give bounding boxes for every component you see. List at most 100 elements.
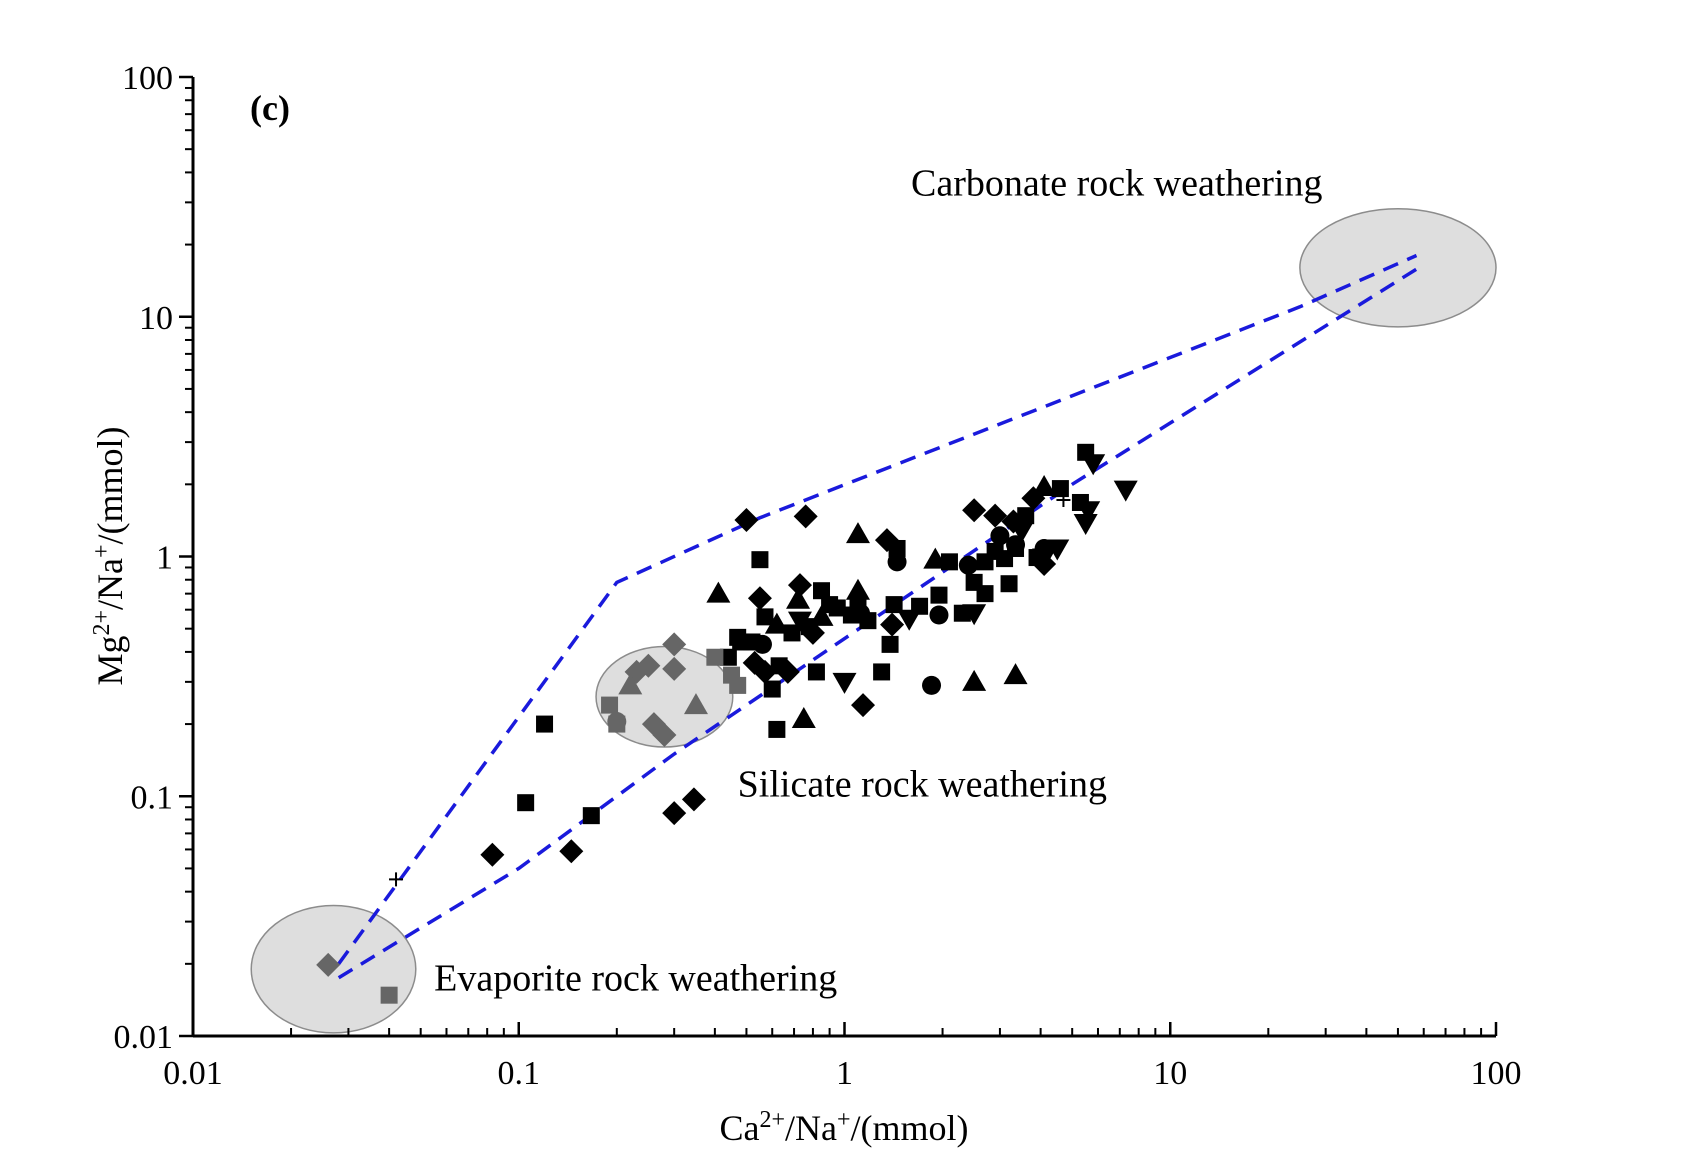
data-point-square: [763, 680, 781, 698]
data-point-triangle-up: [764, 612, 789, 634]
data-point-square: [719, 648, 737, 666]
data-point-circle: [990, 526, 1010, 546]
region-label: Silicate rock weathering: [738, 763, 1107, 805]
data-point-triangle-up: [706, 581, 731, 603]
data-point-diamond: [316, 952, 341, 977]
data-point-triangle-up: [962, 669, 987, 691]
data-point-circle: [887, 552, 907, 572]
y-axis-title: Mg2+/Na+/(mmol): [89, 426, 130, 685]
data-point-square: [1000, 575, 1018, 593]
x-tick-label: 100: [1471, 1055, 1522, 1092]
labels: (c) Ca2+/Na+/(mmol) Mg2+/Na+/(mmol) Carb…: [89, 88, 1322, 1148]
data-point-square: [380, 986, 398, 1004]
x-axis-title-sup1: 2+: [759, 1107, 785, 1133]
x-tick-label: 1: [836, 1055, 853, 1092]
data-point-diamond: [874, 528, 899, 553]
data-point-square: [768, 720, 786, 738]
data-point-square: [807, 663, 825, 681]
data-point-square: [783, 624, 801, 642]
data-point-plus: [1056, 493, 1071, 508]
data-point-diamond: [880, 612, 905, 637]
data-point-triangle-down: [787, 611, 812, 633]
data-point-diamond: [1032, 552, 1057, 577]
data-point-diamond: [734, 507, 759, 532]
data-point-diamond: [1001, 509, 1026, 534]
x-axis-title-mid: /Na: [785, 1108, 837, 1148]
data-point-diamond: [636, 653, 661, 678]
data-point-diamond: [662, 656, 687, 681]
data-point-triangle-down: [1081, 454, 1106, 476]
data-point-triangle-up: [791, 706, 816, 728]
data-point-triangle-down: [1113, 480, 1138, 502]
x-tick-label: 10: [1153, 1055, 1187, 1092]
data-point-triangle-down: [897, 609, 922, 631]
x-axis-title-tail: /(mmol): [851, 1108, 969, 1148]
data-point-circle: [929, 605, 949, 625]
data-point-square: [517, 794, 535, 812]
data-point-circle: [958, 555, 978, 575]
data-point-square: [706, 648, 724, 666]
x-axis-title-sup2: +: [837, 1107, 851, 1133]
data-point-square: [751, 551, 769, 569]
data-point-square: [885, 596, 903, 614]
x-tick-label: 0.01: [163, 1055, 223, 1092]
data-point-triangle-down: [962, 604, 987, 626]
data-point-diamond: [480, 842, 505, 867]
y-axis-title-tail: /(mmol): [90, 426, 130, 544]
data-point-diamond: [752, 659, 777, 684]
data-point-square: [582, 807, 600, 825]
y-axis-title-sup2: +: [89, 544, 115, 558]
axes: [191, 77, 1496, 1038]
data-point-diamond: [662, 632, 687, 657]
data-point-square: [729, 628, 747, 646]
data-point-square: [1051, 480, 1069, 498]
data-point-diamond: [559, 839, 584, 864]
y-tick-label: 10: [139, 300, 173, 337]
data-point-triangle-up: [618, 673, 643, 695]
boundary-line: [337, 263, 1425, 980]
data-point-triangle-up: [845, 578, 870, 600]
boundary-lines: [337, 253, 1425, 980]
x-axis-title-base: Ca: [719, 1108, 759, 1148]
data-point-square: [873, 663, 891, 681]
region-label: Carbonate rock weathering: [911, 163, 1323, 205]
axis-ticks: 0.01 0.1 1 10 100 0.01 0.1 1 10 100: [114, 60, 1522, 1092]
data-point-diamond: [962, 498, 987, 523]
data-point-circle: [607, 712, 627, 732]
data-point-diamond: [681, 787, 706, 812]
data-point-diamond: [983, 503, 1008, 528]
x-axis-title: Ca2+/Na+/(mmol): [719, 1107, 968, 1148]
data-point-triangle-up: [1032, 474, 1057, 496]
y-axis-title-base: Mg: [90, 636, 130, 686]
x-tick-label: 0.1: [498, 1055, 541, 1092]
region-label: Evaporite rock weathering: [434, 957, 837, 999]
y-tick-label: 100: [122, 60, 173, 97]
data-point-circle: [752, 634, 772, 654]
data-point-diamond: [652, 723, 677, 748]
data-point-square: [828, 599, 846, 617]
data-point-square: [536, 715, 554, 733]
region-ellipse: [1299, 207, 1497, 328]
y-axis-title-mid: /Na: [90, 558, 130, 610]
data-point-square: [601, 696, 619, 714]
data-point-circle: [851, 603, 871, 623]
data-point-square: [756, 608, 774, 626]
y-axis-title-sup1: 2+: [89, 610, 115, 636]
data-point-triangle-down: [1045, 539, 1070, 561]
data-point-diamond: [787, 573, 812, 598]
y-tick-label: 0.01: [114, 1019, 174, 1056]
data-point-plus: [389, 872, 404, 887]
data-point-square: [881, 635, 899, 653]
data-point-square: [930, 586, 948, 604]
data-point-circle: [922, 675, 942, 695]
data-point-diamond: [793, 504, 818, 529]
y-tick-label: 0.1: [131, 779, 174, 816]
data-point-triangle-up: [786, 587, 811, 609]
data-point-triangle-up: [809, 604, 834, 626]
data-point-diamond: [662, 801, 687, 826]
data-points: [316, 443, 1138, 1004]
y-tick-label: 1: [156, 540, 173, 577]
panel-label: (c): [250, 88, 290, 128]
boundary-line: [337, 253, 1418, 965]
